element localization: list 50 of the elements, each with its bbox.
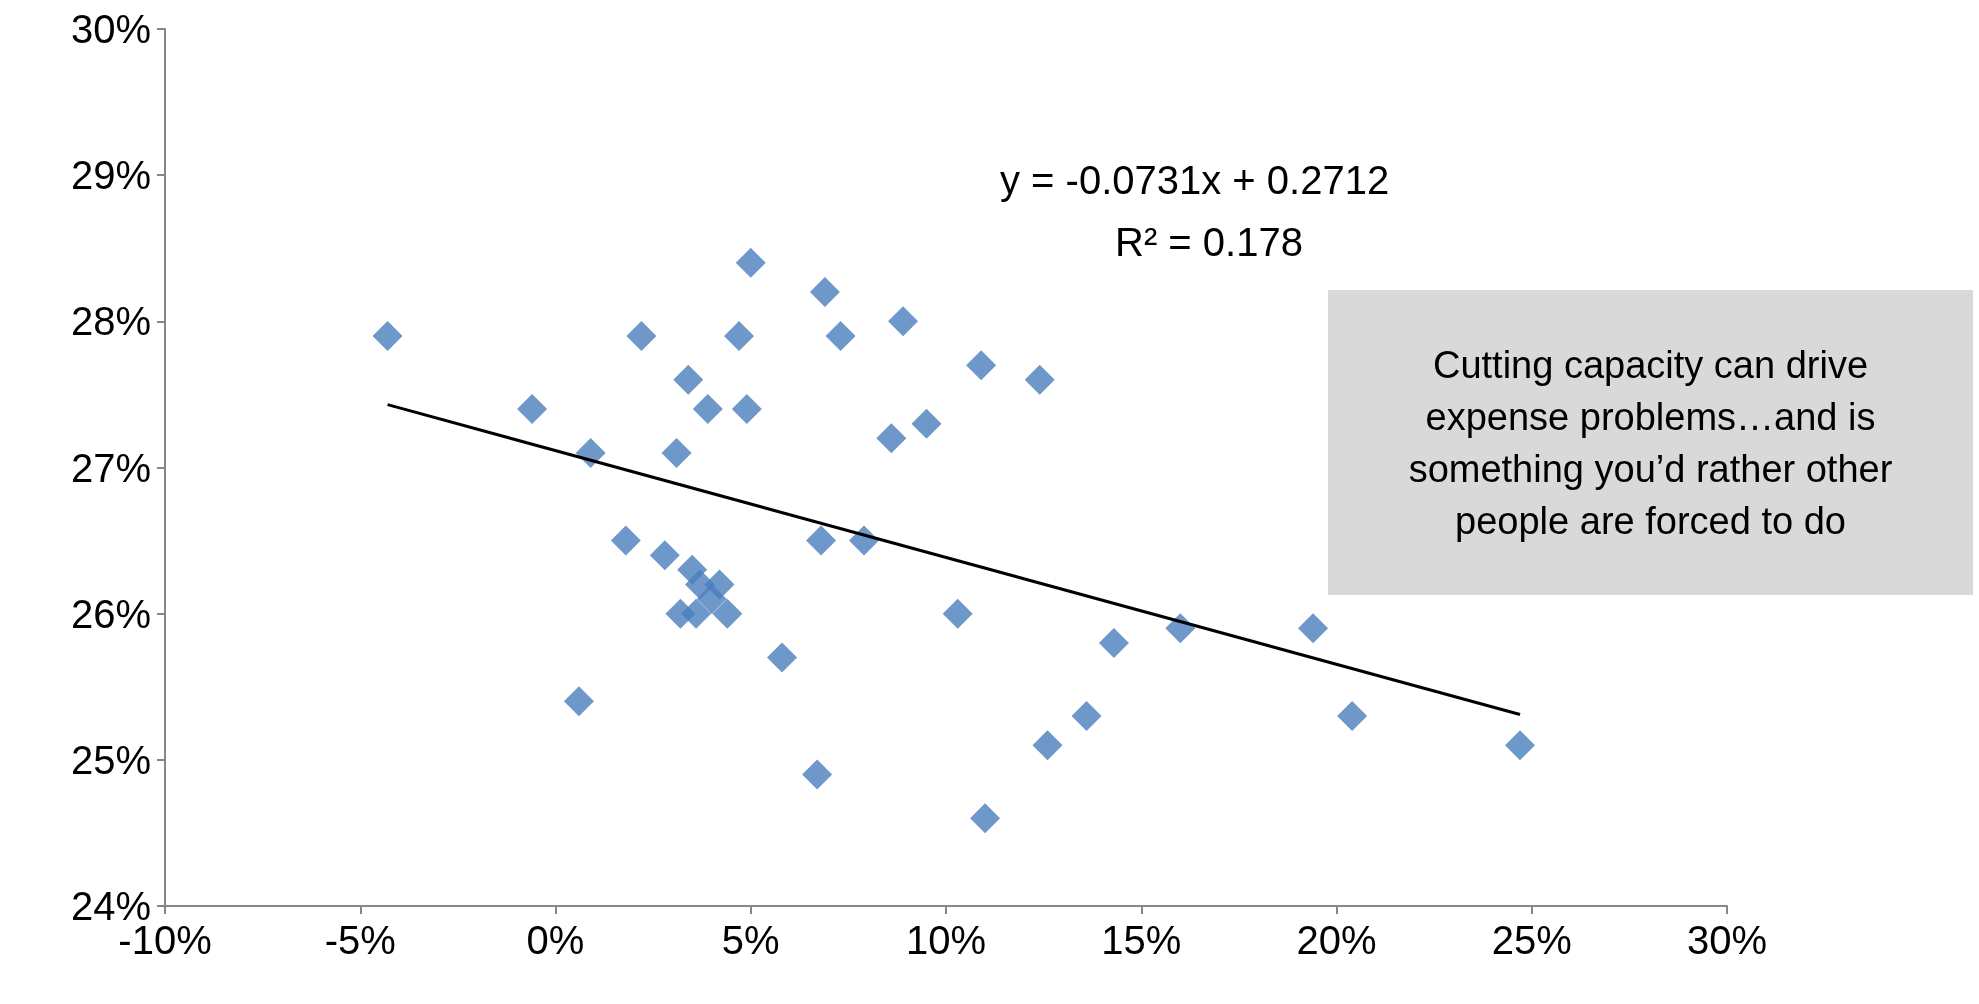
point xyxy=(1071,700,1102,731)
point xyxy=(970,803,1001,834)
point xyxy=(942,598,973,629)
point xyxy=(809,277,840,308)
point xyxy=(766,642,797,673)
point xyxy=(876,423,907,454)
point xyxy=(1337,700,1368,731)
point xyxy=(1032,730,1063,761)
callout-box: Cutting capacity can drive expense problems…and is something you’d rather other people are forced to do xyxy=(1328,290,1973,595)
x-tick-label: 10% xyxy=(905,918,987,962)
annotation: y = -0.0731x + 0.2712 xyxy=(1000,158,1390,202)
y-tick-label: 25% xyxy=(70,737,151,782)
point xyxy=(1298,613,1329,644)
point xyxy=(372,320,403,351)
point xyxy=(724,320,755,351)
point xyxy=(681,598,712,629)
x-tick-label: 30% xyxy=(1686,918,1768,962)
y-tick-label: 27% xyxy=(70,445,151,490)
point xyxy=(731,394,762,425)
y-tick-label: 26% xyxy=(70,591,151,636)
point xyxy=(888,306,919,337)
point xyxy=(712,598,743,629)
point xyxy=(1024,364,1055,395)
point xyxy=(1098,627,1129,658)
y-tick-label: 30% xyxy=(70,7,151,51)
x-tick-label: 20% xyxy=(1296,918,1377,962)
point xyxy=(673,364,704,395)
point xyxy=(696,584,727,615)
point xyxy=(563,686,594,717)
y-tick-label: 29% xyxy=(70,153,151,198)
point xyxy=(661,437,692,468)
point xyxy=(966,350,997,381)
point xyxy=(649,540,680,571)
point xyxy=(735,247,766,278)
point xyxy=(610,525,641,556)
x-tick-label: 5% xyxy=(721,918,780,962)
point xyxy=(806,525,837,556)
x-tick-label: -5% xyxy=(324,918,396,962)
point xyxy=(825,320,856,351)
x-tick-label: 0% xyxy=(526,918,585,962)
point xyxy=(517,394,548,425)
annotation: R² = 0.178 xyxy=(1115,220,1303,264)
x-tick-label: 25% xyxy=(1491,918,1572,962)
y-tick-label: 28% xyxy=(70,299,151,344)
point xyxy=(911,408,942,439)
point xyxy=(692,394,723,425)
x-tick-label: 15% xyxy=(1101,918,1182,962)
point xyxy=(1505,730,1536,761)
point xyxy=(626,320,657,351)
point xyxy=(802,759,833,790)
